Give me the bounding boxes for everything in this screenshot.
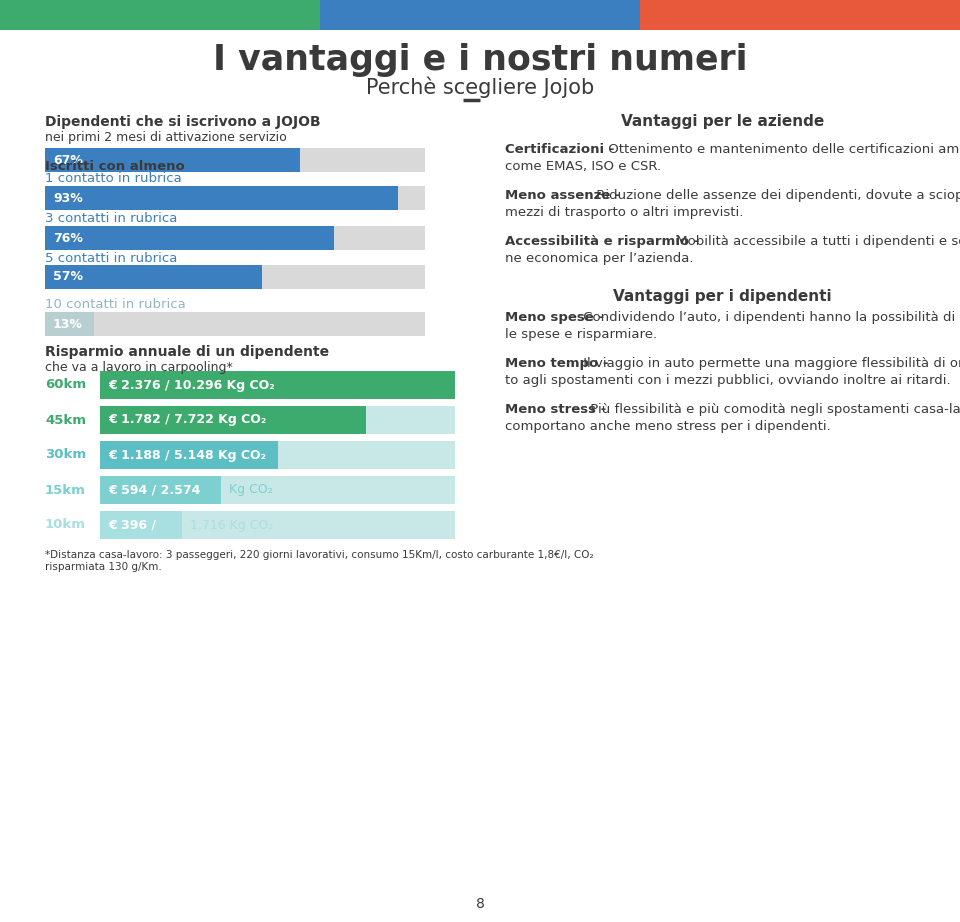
- Text: nei primi 2 mesi di attivazione servizio: nei primi 2 mesi di attivazione servizio: [45, 132, 287, 145]
- Bar: [100, 441, 277, 469]
- Text: mezzi di trasporto o altri imprevisti.: mezzi di trasporto o altri imprevisti.: [505, 206, 743, 219]
- Text: 45km: 45km: [45, 413, 86, 427]
- Text: Vantaggi per i dipendenti: Vantaggi per i dipendenti: [613, 289, 831, 304]
- Bar: [100, 371, 455, 399]
- Text: Iscritti con almeno: Iscritti con almeno: [45, 160, 184, 172]
- Text: 1 contatto in rubrica: 1 contatto in rubrica: [45, 171, 181, 184]
- Text: to agli spostamenti con i mezzi pubblici, ovviando inoltre ai ritardi.: to agli spostamenti con i mezzi pubblici…: [505, 374, 950, 387]
- Text: € 2.376 / 10.296 Kg CO₂: € 2.376 / 10.296 Kg CO₂: [108, 379, 275, 392]
- Bar: [100, 476, 455, 504]
- Text: € 594 / 2.574: € 594 / 2.574: [108, 483, 201, 497]
- Text: Risparmio annuale di un dipendente: Risparmio annuale di un dipendente: [45, 345, 329, 359]
- Bar: [45, 148, 425, 172]
- Text: Condividendo l’auto, i dipendenti hanno la possibilità di dividere: Condividendo l’auto, i dipendenti hanno …: [580, 311, 960, 324]
- Bar: [45, 265, 261, 289]
- Bar: [45, 226, 334, 250]
- Text: le spese e risparmiare.: le spese e risparmiare.: [505, 328, 658, 341]
- Text: 30km: 30km: [45, 448, 86, 462]
- Text: 76%: 76%: [53, 231, 83, 244]
- Bar: [100, 511, 455, 539]
- Text: risparmiata 130 g/Km.: risparmiata 130 g/Km.: [45, 562, 161, 572]
- Text: 1.716 Kg CO₂: 1.716 Kg CO₂: [190, 518, 273, 531]
- Text: Kg CO₂: Kg CO₂: [228, 483, 273, 497]
- Text: Meno spese -: Meno spese -: [505, 311, 604, 324]
- Bar: [45, 226, 425, 250]
- Text: come EMAS, ISO e CSR.: come EMAS, ISO e CSR.: [505, 160, 661, 173]
- Bar: [45, 186, 425, 210]
- Text: Mobilità accessibile a tutti i dipendenti e soluzione-: Mobilità accessibile a tutti i dipendent…: [672, 235, 960, 248]
- Bar: [45, 312, 425, 336]
- Text: Perchè scegliere Jojob: Perchè scegliere Jojob: [366, 77, 594, 98]
- Text: 10 contatti in rubrica: 10 contatti in rubrica: [45, 298, 185, 311]
- Text: Meno assenze -: Meno assenze -: [505, 189, 620, 202]
- Text: 3 contatti in rubrica: 3 contatti in rubrica: [45, 212, 178, 226]
- Bar: [45, 186, 398, 210]
- Bar: [100, 511, 181, 539]
- Text: Più flessibilità e più comodità negli spostamenti casa-lavoro: Più flessibilità e più comodità negli sp…: [586, 403, 960, 416]
- Text: 93%: 93%: [53, 192, 83, 205]
- Text: 15km: 15km: [45, 483, 85, 497]
- Text: che va a lavoro in carpooling*: che va a lavoro in carpooling*: [45, 361, 232, 374]
- Bar: [45, 265, 425, 289]
- Text: comportano anche meno stress per i dipendenti.: comportano anche meno stress per i dipen…: [505, 420, 830, 433]
- Bar: [100, 476, 221, 504]
- Text: € 1.782 / 7.722 Kg CO₂: € 1.782 / 7.722 Kg CO₂: [108, 413, 266, 427]
- Text: Accessibilità e risparmio -: Accessibilità e risparmio -: [505, 235, 700, 248]
- Text: € 396 /: € 396 /: [108, 518, 156, 531]
- Bar: [100, 371, 455, 399]
- Bar: [45, 148, 300, 172]
- Text: I vantaggi e i nostri numeri: I vantaggi e i nostri numeri: [213, 43, 747, 77]
- Text: ne economica per l’azienda.: ne economica per l’azienda.: [505, 252, 693, 265]
- Bar: [45, 312, 94, 336]
- Bar: [0, 0, 320, 30]
- Text: *Distanza casa-lavoro: 3 passeggeri, 220 giorni lavorativi, consumo 15Km/l, cost: *Distanza casa-lavoro: 3 passeggeri, 220…: [45, 550, 593, 560]
- Text: 8: 8: [475, 897, 485, 911]
- Text: 5 contatti in rubrica: 5 contatti in rubrica: [45, 252, 178, 265]
- Text: Vantaggi per le aziende: Vantaggi per le aziende: [621, 114, 824, 129]
- Bar: [100, 406, 367, 434]
- Text: 10km: 10km: [45, 518, 86, 531]
- Text: Ottenimento e mantenimento delle certificazioni ambientali: Ottenimento e mantenimento delle certifi…: [604, 143, 960, 156]
- Bar: [320, 0, 640, 30]
- Text: Il viaggio in auto permette una maggiore flessibilità di orari rispet-: Il viaggio in auto permette una maggiore…: [580, 357, 960, 370]
- Text: € 1.188 / 5.148 Kg CO₂: € 1.188 / 5.148 Kg CO₂: [108, 448, 266, 462]
- Text: 67%: 67%: [53, 153, 83, 167]
- Text: 57%: 57%: [53, 270, 83, 283]
- Text: Certificazioni -: Certificazioni -: [505, 143, 614, 156]
- Text: Meno tempo -: Meno tempo -: [505, 357, 609, 370]
- Bar: [640, 0, 960, 30]
- Bar: [100, 406, 455, 434]
- Text: 13%: 13%: [53, 317, 83, 330]
- Text: Dipendenti che si iscrivono a JOJOB: Dipendenti che si iscrivono a JOJOB: [45, 115, 321, 129]
- Text: 60km: 60km: [45, 379, 86, 392]
- Text: Meno stress -: Meno stress -: [505, 403, 607, 416]
- Text: Riduzione delle assenze dei dipendenti, dovute a scioperi dei: Riduzione delle assenze dei dipendenti, …: [591, 189, 960, 202]
- Bar: [100, 441, 455, 469]
